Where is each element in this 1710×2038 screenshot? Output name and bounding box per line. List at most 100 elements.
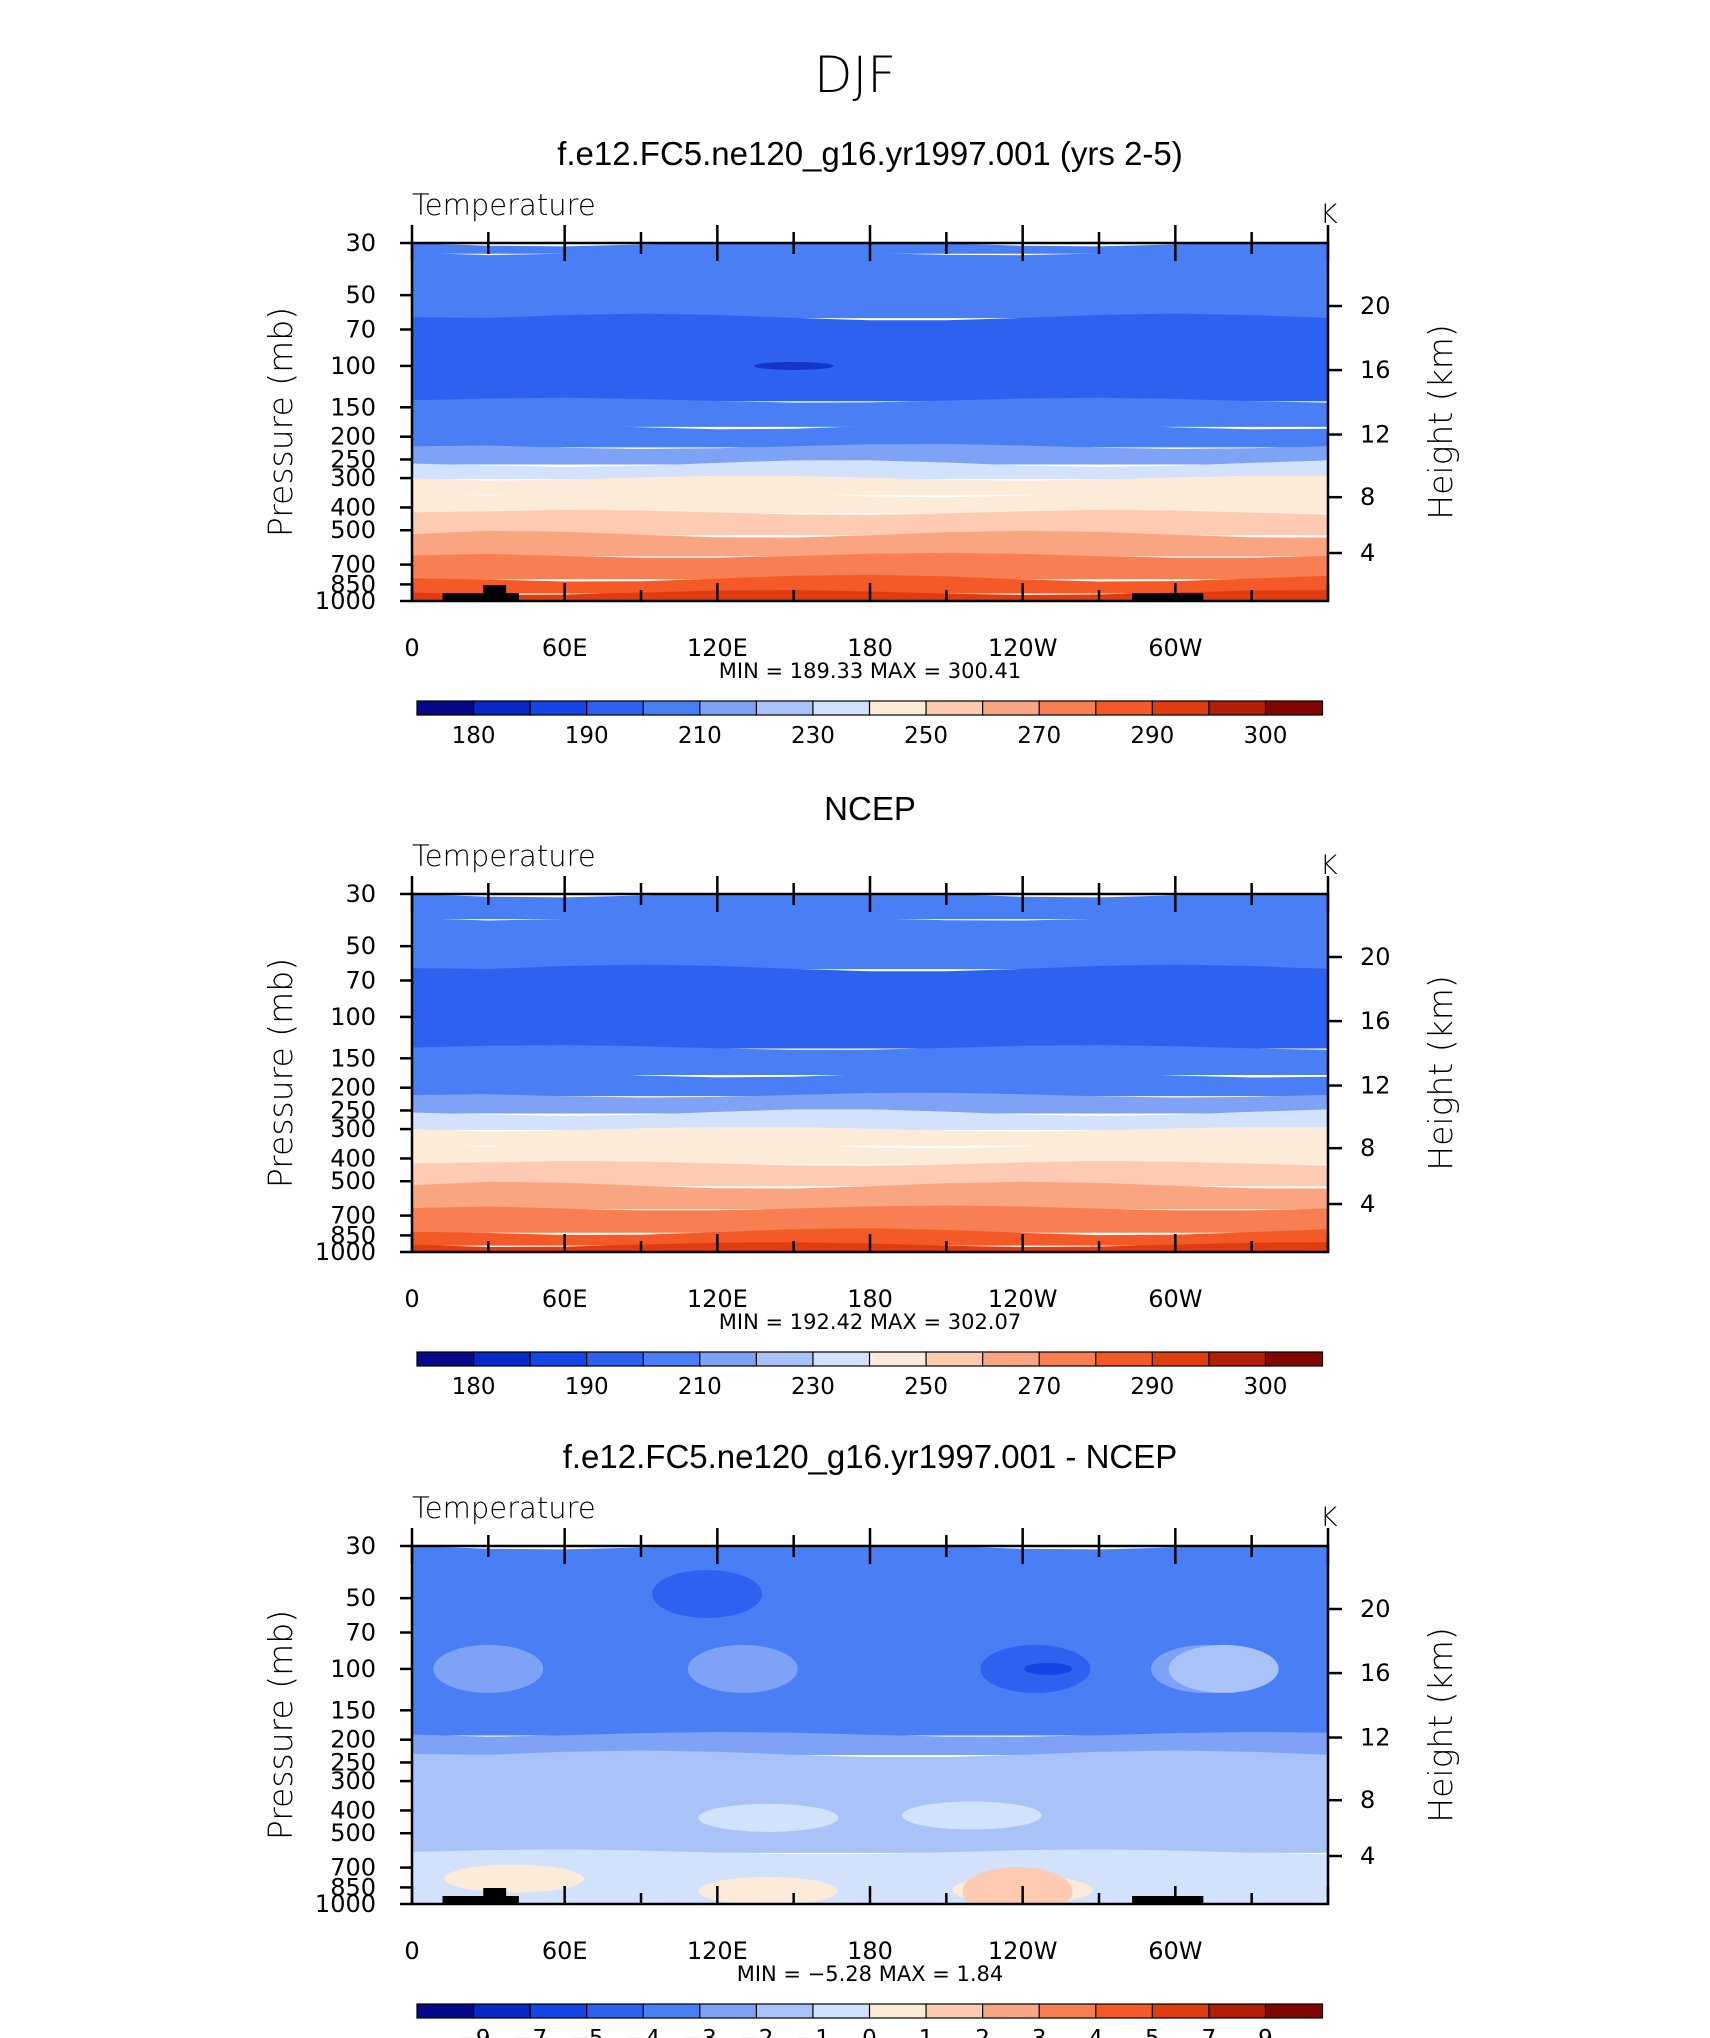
units-label: K (1320, 1502, 1338, 1533)
x-tick-label: 180 (847, 634, 893, 662)
variable-label: Temperature (412, 188, 596, 222)
colorbar-box (868, 1351, 928, 1367)
colorbar-box (868, 2003, 928, 2019)
colorbar-box (1264, 700, 1324, 716)
x-tick-label: 120W (988, 1937, 1058, 1965)
contour-band (412, 1732, 1328, 1755)
colorbar-box (1151, 1351, 1210, 1367)
contour-band (412, 1126, 1328, 1146)
colorbar-box (1151, 2003, 1210, 2019)
colorbar-label: 290 (1130, 723, 1174, 749)
y-tick-label: 500 (330, 1167, 376, 1195)
colorbar-box (416, 1351, 475, 1367)
colorbar-box (529, 2003, 588, 2019)
y-tick-label: 70 (345, 1619, 376, 1647)
y2-tick-label: 20 (1360, 943, 1391, 971)
contour-band (412, 1849, 1328, 1904)
colorbar-label: 210 (678, 723, 722, 749)
x-tick-label: 120E (687, 1285, 748, 1313)
y-tick-label: 200 (330, 1726, 376, 1754)
y-tick-label: 700 (330, 551, 376, 579)
colorbar-box (699, 700, 758, 716)
colorbar-box (642, 1351, 701, 1367)
y2-tick-label: 12 (1360, 421, 1391, 449)
y2-tick-label: 4 (1360, 539, 1375, 567)
colorbar-box (586, 2003, 645, 2019)
chart-panel-3: f.e12.FC5.ne120_g16.yr1997.001 - NCEP 0 60… (261, 1438, 1460, 2038)
colorbar-box (529, 700, 588, 716)
contour-blob (698, 1876, 839, 1904)
colorbar-label: 270 (1017, 1374, 1061, 1400)
colorbar-label: −5 (570, 2026, 604, 2038)
panel-title: NCEP (824, 790, 916, 827)
y-tick-label: 150 (330, 1044, 376, 1072)
colorbar-box (1038, 1351, 1097, 1367)
colorbar-label: −9 (457, 2026, 491, 2038)
colorbar-box (586, 700, 645, 716)
colorbar-box (812, 700, 871, 716)
contour-blob (443, 1864, 584, 1893)
contour-band (412, 1070, 1328, 1097)
contour-blob (753, 361, 834, 370)
colorbar-box (472, 2003, 532, 2019)
chart-panel-1: f.e12.FC5.ne120_g16.yr1997.001 (yrs 2-5)… (261, 135, 1460, 749)
terrain-block (483, 585, 507, 601)
y-tick-label: 850 (330, 570, 376, 598)
y-tick-label: 70 (345, 316, 376, 344)
colorbar-box (755, 700, 815, 716)
y-tick-label: 400 (330, 1144, 376, 1172)
y-axis-label: Pressure (mb) (261, 307, 300, 537)
colorbar-box (812, 2003, 871, 2019)
y-tick-label: 70 (345, 967, 376, 995)
colorbar-label: 7 (1202, 2026, 1217, 2038)
units-label: K (1320, 199, 1338, 230)
colorbar-box (642, 2003, 701, 2019)
colorbar-box (982, 2003, 1041, 2019)
colorbar-label: 180 (452, 1374, 496, 1400)
contour-band (412, 475, 1328, 495)
colorbar-box (1151, 700, 1210, 716)
contour-band (412, 313, 1328, 402)
colorbar-box (1264, 1351, 1324, 1367)
y2-tick-label: 16 (1360, 356, 1391, 384)
temperature-field (412, 894, 1328, 1252)
figure-title: DJF (814, 46, 896, 104)
y-tick-label: 1000 (315, 1238, 376, 1266)
x-tick-label: 60W (1148, 1285, 1202, 1313)
y-tick-label: 300 (330, 1767, 376, 1795)
colorbar-label: −1 (796, 2026, 830, 2038)
contour-blob (687, 1644, 798, 1693)
contour-band (412, 964, 1328, 1049)
colorbar-box (699, 2003, 758, 2019)
y2-tick-label: 4 (1360, 1190, 1375, 1218)
contour-band (412, 1161, 1328, 1187)
terrain-block (1132, 1896, 1204, 1904)
x-tick-label: 0 (404, 1285, 419, 1313)
colorbar-box (1208, 1351, 1267, 1367)
contour-band (412, 460, 1328, 480)
colorbar-label: 190 (565, 1374, 609, 1400)
y-tick-label: 100 (330, 1655, 376, 1683)
contour-band (412, 1092, 1328, 1114)
y-tick-label: 30 (345, 1532, 376, 1560)
colorbar-box (416, 700, 475, 716)
units-label: K (1320, 850, 1338, 881)
colorbar-label: 9 (1258, 2026, 1273, 2038)
terrain-block (442, 1896, 519, 1904)
colorbar-label: 3 (1032, 2026, 1047, 2038)
colorbar-label: −2 (739, 2026, 773, 2038)
terrain-block (442, 593, 519, 601)
contour-band (412, 1181, 1328, 1210)
colorbar-box (925, 700, 984, 716)
contour-band (412, 444, 1328, 465)
y2-tick-label: 12 (1360, 1724, 1391, 1752)
colorbar-label: 300 (1243, 1374, 1287, 1400)
panel-title: f.e12.FC5.ne120_g16.yr1997.001 (yrs 2-5) (557, 135, 1183, 172)
contour-band (412, 1141, 1328, 1165)
colorbar-box (755, 1351, 815, 1367)
contour-blob (962, 1866, 1073, 1904)
y2-tick-label: 8 (1360, 483, 1375, 511)
y-tick-label: 150 (330, 1696, 376, 1724)
y-tick-label: 30 (345, 880, 376, 908)
